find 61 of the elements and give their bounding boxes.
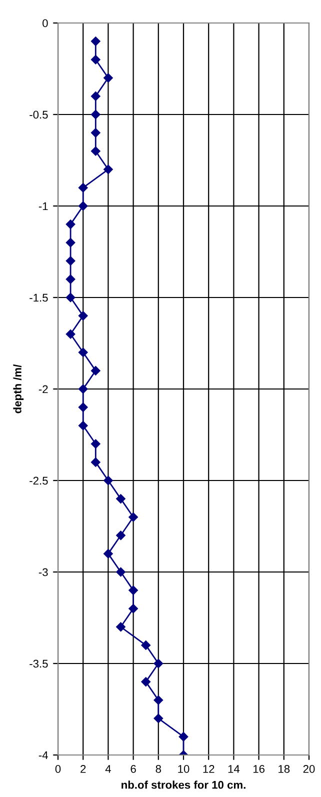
point bbox=[66, 329, 76, 339]
x-axis-title: nb.of strokes for 10 cm. bbox=[122, 780, 246, 789]
point bbox=[78, 311, 88, 320]
x-tick-label: 18 bbox=[278, 765, 290, 773]
point bbox=[91, 128, 100, 138]
point bbox=[178, 732, 188, 742]
point bbox=[104, 476, 113, 486]
point bbox=[128, 586, 138, 595]
point bbox=[91, 458, 100, 467]
x-tick-label: 10 bbox=[178, 765, 190, 773]
point bbox=[128, 512, 138, 522]
point bbox=[91, 110, 100, 120]
x-tick-label: 6 bbox=[130, 765, 136, 773]
point bbox=[104, 549, 113, 558]
x-tick-label: 12 bbox=[203, 765, 214, 773]
point bbox=[78, 402, 88, 412]
point bbox=[78, 183, 88, 192]
point bbox=[78, 348, 88, 358]
x-tick-label: 4 bbox=[105, 765, 111, 773]
point bbox=[78, 201, 88, 211]
point bbox=[116, 530, 126, 540]
point bbox=[91, 36, 100, 46]
y-tick-label: -2 bbox=[38, 385, 48, 394]
y-tick-label: 0 bbox=[42, 19, 48, 28]
point bbox=[91, 92, 100, 101]
x-tick-label: 16 bbox=[253, 765, 264, 773]
point bbox=[104, 164, 113, 174]
x-tick-label: 14 bbox=[228, 765, 240, 773]
y-tick-label: -2.5 bbox=[30, 476, 48, 485]
point bbox=[78, 420, 88, 430]
point bbox=[66, 220, 76, 229]
point bbox=[141, 677, 150, 686]
x-tick-label: 8 bbox=[156, 765, 162, 773]
point bbox=[66, 256, 76, 266]
point bbox=[66, 292, 76, 302]
point bbox=[91, 366, 100, 376]
point bbox=[116, 494, 126, 504]
x-tick-label: 2 bbox=[80, 765, 86, 773]
point bbox=[154, 658, 164, 668]
y-tick-label: -1.5 bbox=[30, 294, 48, 302]
y-tick-label: -0.5 bbox=[30, 110, 48, 119]
point bbox=[128, 604, 138, 614]
point bbox=[104, 73, 113, 83]
point bbox=[116, 622, 126, 632]
y-axis-title: depth /m/ bbox=[13, 364, 24, 414]
point bbox=[91, 439, 100, 449]
point bbox=[91, 54, 100, 64]
point bbox=[91, 146, 100, 156]
point bbox=[116, 567, 126, 577]
point bbox=[78, 384, 88, 394]
x-tick-label: 0 bbox=[55, 765, 61, 773]
y-tick-label: -3 bbox=[38, 568, 48, 576]
y-tick-label: -1 bbox=[38, 202, 48, 210]
point bbox=[66, 274, 76, 284]
point bbox=[66, 238, 76, 248]
x-tick-label: 20 bbox=[303, 765, 315, 773]
point bbox=[154, 695, 164, 705]
point bbox=[141, 640, 150, 650]
point bbox=[154, 714, 164, 724]
y-tick-label: -4 bbox=[38, 751, 48, 760]
y-tick-label: -3.5 bbox=[30, 660, 48, 668]
